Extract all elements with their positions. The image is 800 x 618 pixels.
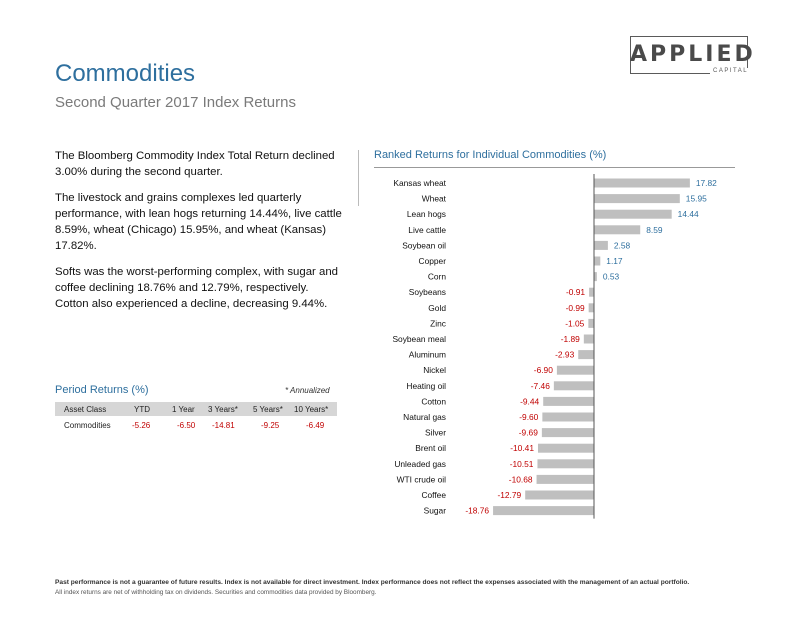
bar <box>594 225 641 235</box>
logo-subword: CAPITAL <box>710 68 752 74</box>
category-label: Soybean oil <box>402 240 446 250</box>
header-1-year: 1 Year <box>172 405 195 414</box>
value-label: -9.44 <box>520 396 539 406</box>
row-5-years: -9.25 <box>261 421 280 430</box>
value-label: -9.60 <box>519 412 538 422</box>
bar <box>525 490 594 500</box>
category-label: Nickel <box>423 365 446 375</box>
page-subtitle: Second Quarter 2017 Index Returns <box>55 94 296 111</box>
bar <box>537 459 594 469</box>
category-label: Lean hogs <box>407 209 446 219</box>
category-label: Sugar <box>424 506 447 516</box>
ranked-returns-chart: Kansas wheat 17.82 Wheat 15.95 Lean hogs 14.4… <box>392 174 717 519</box>
bar <box>594 272 597 282</box>
commentary-paragraph-1: The Bloomberg Commodity Index Total Retu… <box>55 150 335 178</box>
bar <box>542 412 594 422</box>
category-label: Cotton <box>421 396 446 406</box>
category-label: Natural gas <box>403 412 446 422</box>
header-5-years: 5 Years* <box>253 405 283 414</box>
category-label: Corn <box>428 272 446 282</box>
value-label: 8.59 <box>646 225 663 235</box>
logo-word: APPLIED <box>630 42 756 67</box>
logo-frame <box>630 36 748 74</box>
category-label: Heating oil <box>406 381 446 391</box>
category-label: Unleaded gas <box>394 459 446 469</box>
header-10-years: 10 Years* <box>294 405 329 414</box>
category-label: Live cattle <box>408 225 446 235</box>
row-asset-class: Commodities <box>64 421 111 430</box>
period-returns-title: Period Returns (%) <box>55 384 149 396</box>
value-label: -10.41 <box>510 443 534 453</box>
value-label: -0.99 <box>566 303 585 313</box>
value-label: -2.93 <box>555 350 574 360</box>
category-label: WTI crude oil <box>397 474 446 484</box>
category-label: Gold <box>428 303 446 313</box>
category-label: Soybeans <box>409 287 446 297</box>
value-label: -9.69 <box>519 428 538 438</box>
category-label: Wheat <box>422 194 447 204</box>
value-label: -12.79 <box>497 490 521 500</box>
category-label: Copper <box>419 256 447 266</box>
row-ytd: -5.26 <box>132 421 151 430</box>
bar <box>588 318 594 328</box>
bar <box>543 396 594 406</box>
chart-title: Ranked Returns for Individual Commoditie… <box>374 149 607 161</box>
bar <box>537 443 594 453</box>
value-label: 15.95 <box>686 194 707 204</box>
header-asset-class: Asset Class <box>64 405 107 414</box>
value-label: -1.89 <box>561 334 580 344</box>
commentary-paragraph-3: Softs was the worst-performing complex, … <box>55 266 338 310</box>
bar <box>594 178 690 188</box>
bar <box>536 474 594 484</box>
value-label: 2.58 <box>614 240 631 250</box>
applied-capital-logo: APPLIED CAPITAL <box>630 36 756 76</box>
header-3-years: 3 Years* <box>208 405 238 414</box>
bar <box>556 365 594 375</box>
bar <box>594 209 672 219</box>
commentary-paragraph-2: The livestock and grains complexes led q… <box>55 192 342 252</box>
period-returns-header-row <box>55 402 337 416</box>
bar <box>578 350 594 360</box>
value-label: -7.46 <box>531 381 550 391</box>
bar <box>594 256 601 266</box>
category-label: Kansas wheat <box>393 178 446 188</box>
category-label: Soybean meal <box>392 334 446 344</box>
value-label: -1.05 <box>565 318 584 328</box>
value-label: 0.53 <box>603 272 620 282</box>
value-label: 1.17 <box>606 256 623 266</box>
chart-title-rule <box>374 167 735 168</box>
header-ytd: YTD <box>134 405 150 414</box>
value-label: 14.44 <box>678 209 699 219</box>
category-label: Silver <box>425 428 446 438</box>
value-label: -18.76 <box>465 506 489 516</box>
value-label: -6.90 <box>534 365 553 375</box>
value-label: -0.91 <box>566 287 585 297</box>
category-label: Aluminum <box>409 350 446 360</box>
bar <box>594 240 608 250</box>
bar <box>583 334 594 344</box>
bar <box>493 506 594 516</box>
value-label: 17.82 <box>696 178 717 188</box>
page-title: Commodities <box>55 60 196 87</box>
bar <box>553 381 594 391</box>
category-label: Brent oil <box>415 443 446 453</box>
bar <box>594 194 680 204</box>
row-3-years: -14.81 <box>212 421 235 430</box>
disclaimer-line-1: Past performance is not a guarantee of f… <box>55 579 690 586</box>
value-label: -10.68 <box>509 474 533 484</box>
row-1-year: -6.50 <box>177 421 196 430</box>
category-label: Zinc <box>430 318 446 328</box>
row-10-years: -6.49 <box>306 421 325 430</box>
annualized-note: * Annualized <box>285 386 330 395</box>
value-label: -10.51 <box>510 459 534 469</box>
disclaimer-line-2: All index returns are net of withholding… <box>55 589 377 596</box>
bar <box>589 287 594 297</box>
category-label: Coffee <box>421 490 446 500</box>
section-divider <box>358 150 359 206</box>
bar <box>588 303 594 313</box>
bar <box>541 428 594 438</box>
